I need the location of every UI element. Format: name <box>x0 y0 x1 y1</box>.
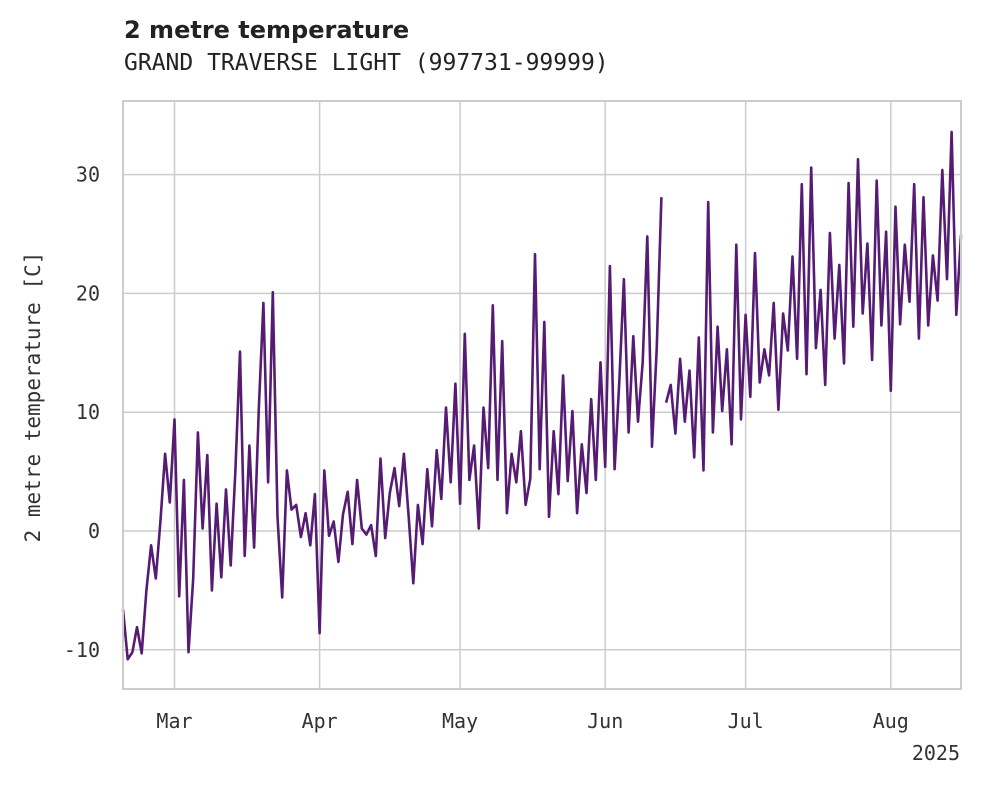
series-group <box>121 130 963 661</box>
x-tick-label: Jul <box>728 709 764 733</box>
temperature-line <box>664 130 963 472</box>
x-tick-label: Aug <box>873 709 909 733</box>
grid <box>123 101 961 689</box>
y-tick-label: -10 <box>64 638 100 662</box>
y-tick-label: 20 <box>76 281 100 305</box>
chart-title: 2 metre temperature <box>124 16 410 44</box>
chart-subtitle: GRAND TRAVERSE LIGHT (997731-99999) <box>124 50 609 76</box>
year-label: 2025 <box>912 741 960 765</box>
tick-labels: Mar Apr May Jun Jul Aug -10 0 10 20 30 <box>64 163 909 733</box>
y-tick-label: 10 <box>76 400 100 424</box>
x-tick-label: Jun <box>587 709 623 733</box>
y-axis-label: 2 metre temperature [C] <box>21 252 45 543</box>
temperature-line <box>121 197 663 661</box>
y-tick-label: 30 <box>76 163 100 187</box>
x-tick-label: May <box>442 709 478 733</box>
y-tick-label: 0 <box>88 519 100 543</box>
plot-frame <box>122 100 962 690</box>
x-tick-label: Apr <box>302 709 338 733</box>
x-tick-label: Mar <box>156 709 192 733</box>
